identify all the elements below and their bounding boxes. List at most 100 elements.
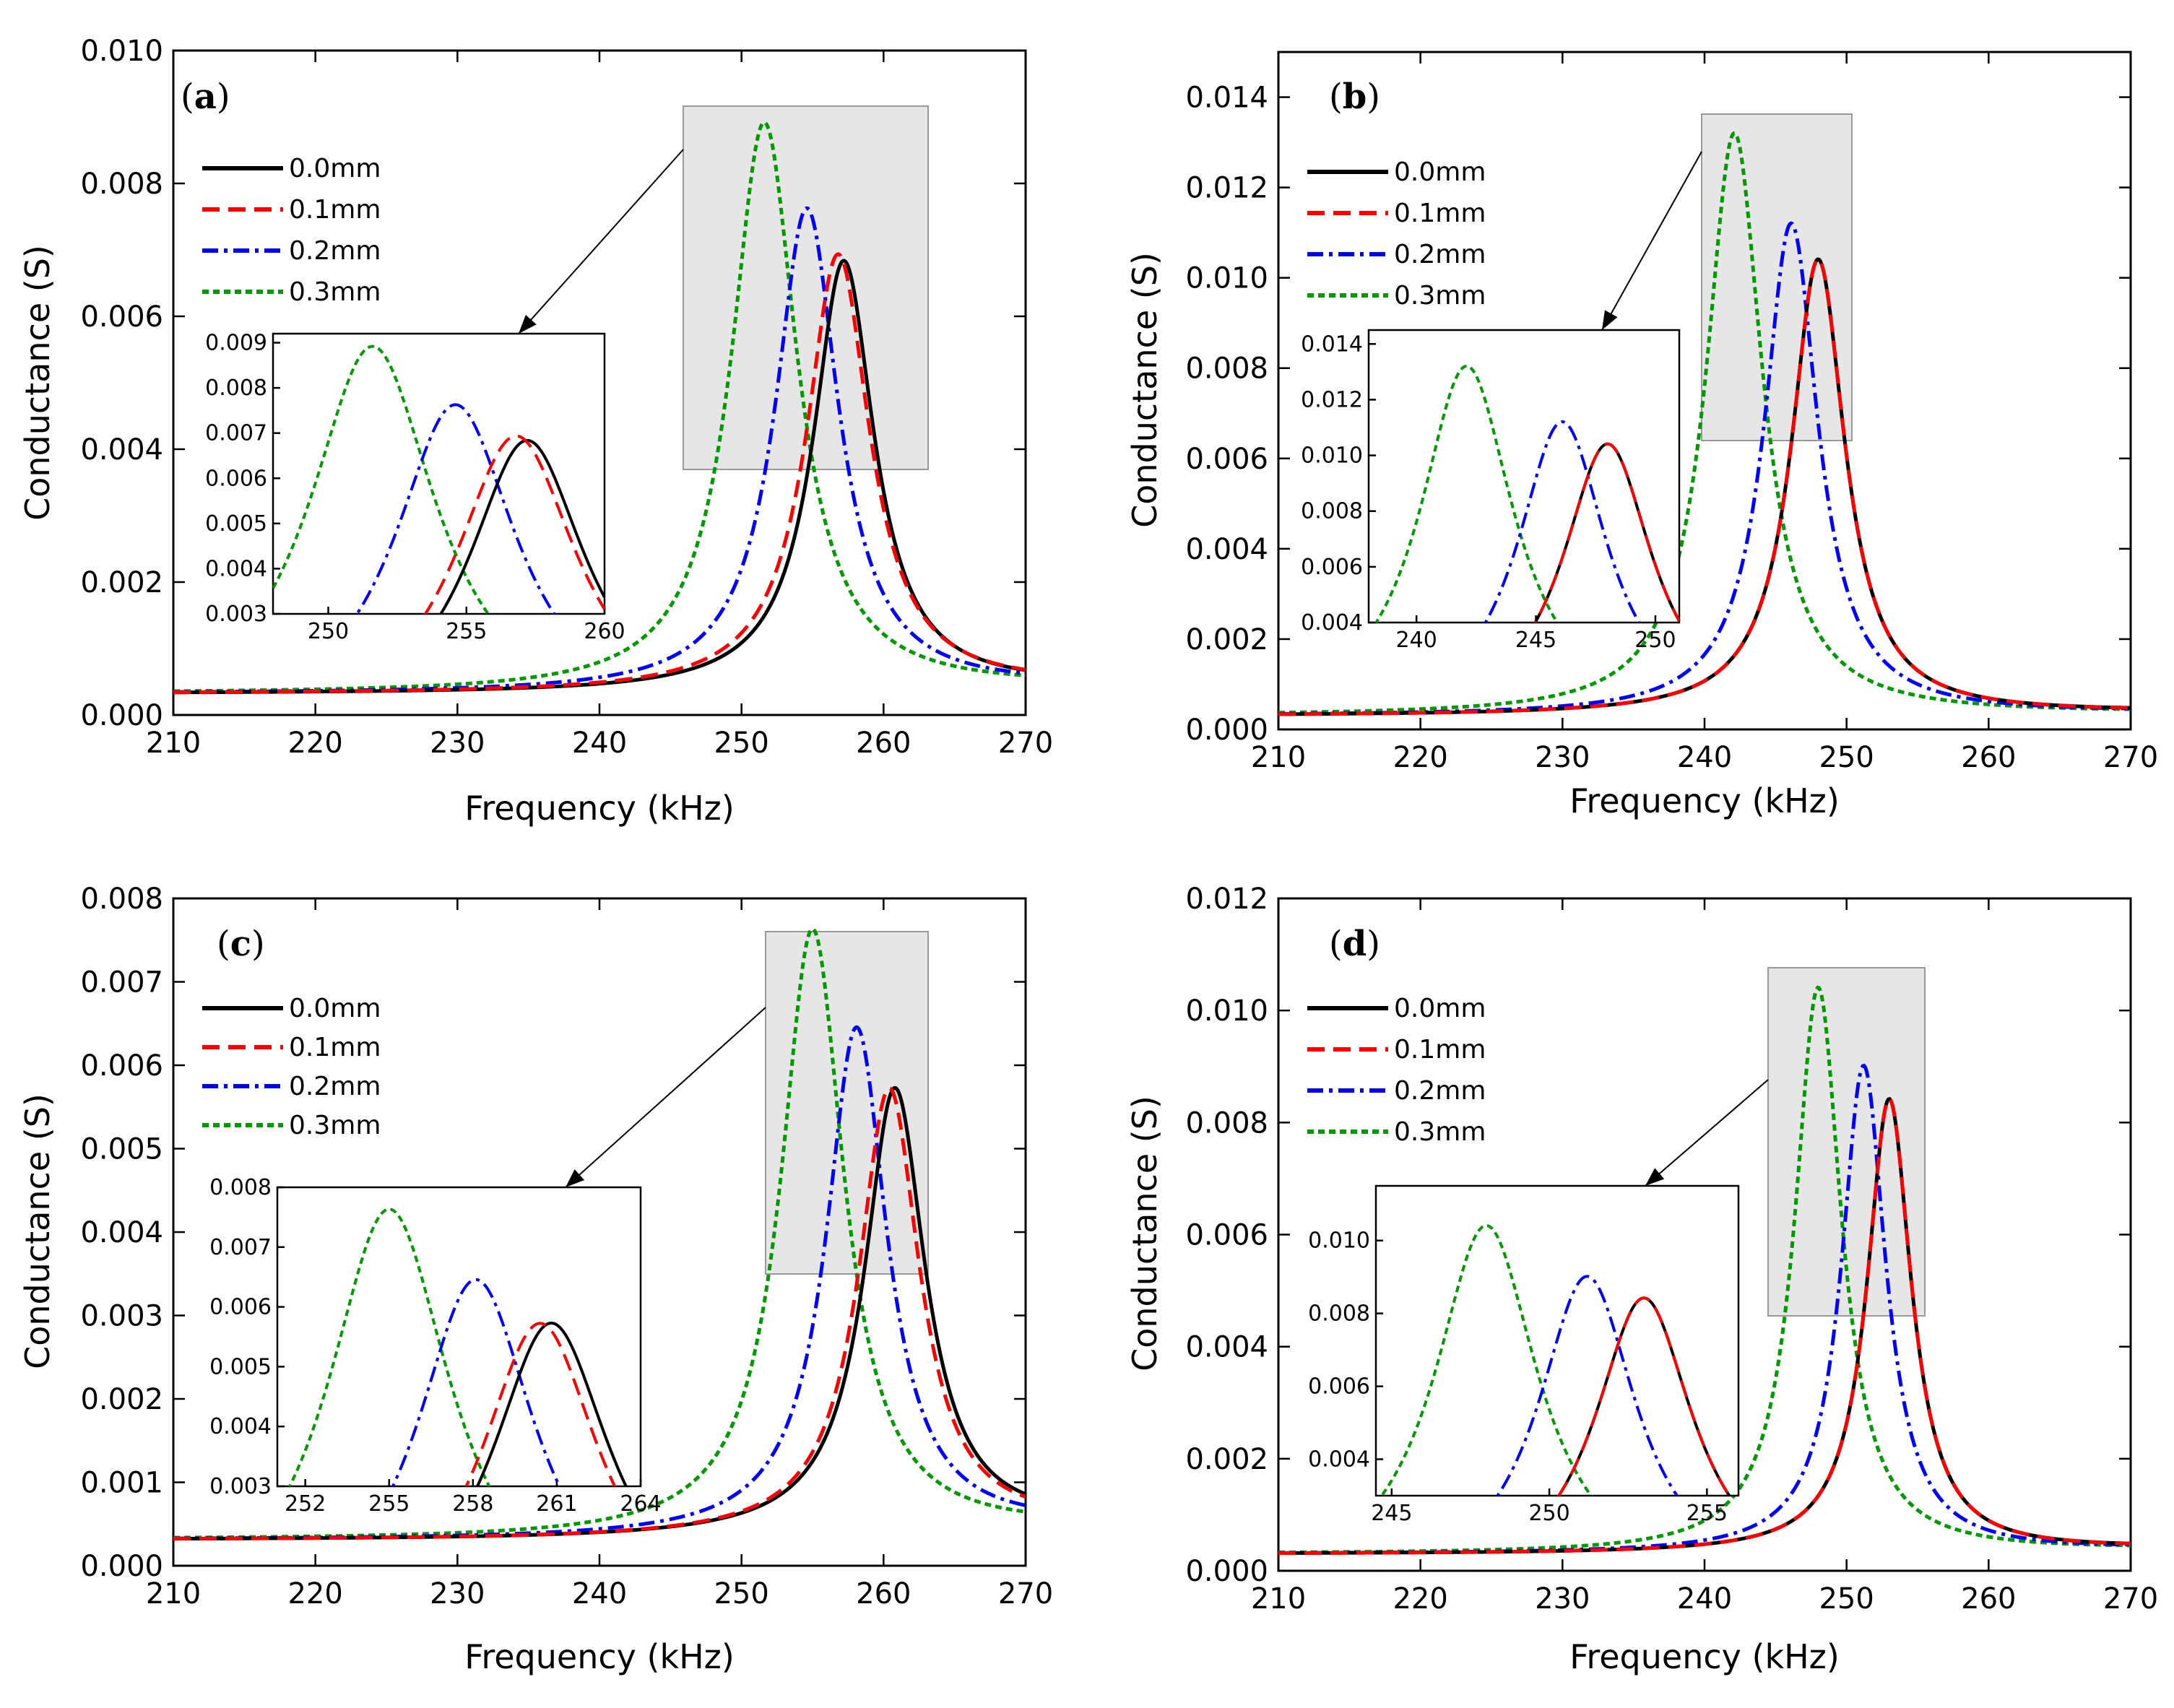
main-y-tick-label: 0.008 [80, 168, 163, 201]
main-x-tick-label: 260 [1961, 1582, 2016, 1616]
main-y-tick-label: 0.002 [80, 566, 163, 599]
inset-series-0.2mm [355, 403, 556, 614]
main-series-0.2mm [1278, 1063, 2131, 1555]
inset-series-0.0mm [439, 438, 605, 614]
legend-entry-0.2mm: 0.2mm [289, 1072, 381, 1101]
inset-y-tick-label: 0.008 [1308, 1301, 1370, 1327]
zoom-arrow-line [565, 1007, 766, 1188]
main-x-tick-label: 250 [1819, 741, 1874, 774]
panel-label-letter: c [230, 924, 251, 964]
panel-label-close: ) [217, 77, 230, 117]
main-x-tick-label: 240 [572, 1577, 627, 1611]
inset-x-tick-label: 245 [1515, 628, 1556, 653]
main-x-tick-label: 210 [1251, 1582, 1306, 1616]
inset-y-tick-label: 0.008 [205, 376, 267, 401]
main-y-tick-label: 0.005 [80, 1133, 163, 1166]
main-y-tick-label: 0.014 [1185, 82, 1268, 115]
panel-label-open: ( [1329, 77, 1343, 117]
main-series-0.3mm [173, 120, 1026, 693]
inset-series-0.2mm [1484, 420, 1641, 623]
main-y-tick-label: 0.004 [80, 1216, 163, 1249]
y-axis-label: Conductance (S) [1125, 1096, 1164, 1371]
inset-x-tick-label: 245 [1371, 1501, 1412, 1526]
legend-entry-0.0mm: 0.0mm [289, 154, 381, 183]
inset-x-tick-label: 260 [584, 619, 625, 644]
x-axis-label: Frequency (kHz) [1569, 781, 1840, 820]
inset-series-0.0mm [475, 1322, 628, 1486]
inset-frame [1367, 329, 1681, 624]
inset-y-tick-label: 0.006 [209, 1295, 272, 1320]
inset-series-0.3mm [287, 1208, 491, 1486]
legend-entry-0.2mm: 0.2mm [289, 236, 381, 266]
panel-label-letter: b [1343, 77, 1367, 117]
main-y-tick-label: 0.006 [1185, 443, 1268, 476]
legend-entry-0.1mm: 0.1mm [1394, 1035, 1486, 1065]
inset-y-tick-label: 0.007 [209, 1235, 272, 1260]
main-series-0.1mm [1278, 1096, 2131, 1555]
main-x-tick-label: 270 [998, 727, 1053, 760]
main-y-tick-label: 0.010 [1185, 262, 1268, 295]
main-x-tick-label: 210 [146, 727, 201, 760]
legend-entry-0.0mm: 0.0mm [289, 994, 381, 1023]
legend-entry-0.0mm: 0.0mm [1394, 994, 1486, 1023]
inset-x-tick-label: 255 [1686, 1501, 1728, 1526]
panel-label-open: ( [217, 924, 230, 964]
main-y-tick-label: 0.006 [80, 300, 163, 334]
main-y-tick-label: 0.002 [1185, 623, 1268, 656]
main-y-tick-label: 0.006 [80, 1049, 163, 1083]
inset-x-tick-label: 250 [1634, 628, 1676, 653]
panel-label-close: ) [1367, 924, 1380, 964]
zoom-arrow-line [518, 149, 684, 334]
legend-entry-0.1mm: 0.1mm [289, 1033, 381, 1062]
inset-x-tick-label: 255 [446, 619, 487, 644]
main-y-tick-label: 0.012 [1185, 883, 1268, 916]
panel-label-letter: d [1343, 924, 1367, 964]
inset-y-tick-label: 0.006 [205, 466, 267, 491]
main-x-tick-label: 220 [287, 727, 342, 760]
x-axis-label: Frequency (kHz) [1569, 1637, 1840, 1676]
main-series-0.1mm [1278, 257, 2131, 716]
main-x-tick-label: 260 [1961, 741, 2016, 774]
main-series-0.2mm [1278, 221, 2131, 716]
x-axis-label: Frequency (kHz) [464, 1637, 735, 1676]
zoom-arrow-head [519, 314, 537, 334]
inset-series-0.1mm [1556, 1296, 1731, 1496]
inset-series-0.2mm [1495, 1275, 1679, 1496]
legend-entry-0.3mm: 0.3mm [289, 1111, 381, 1140]
inset-y-tick-label: 0.009 [205, 331, 267, 356]
main-y-tick-label: 0.000 [80, 1550, 163, 1583]
panel-label: (b) [1329, 77, 1380, 117]
main-x-tick-label: 270 [2103, 741, 2158, 774]
main-x-tick-label: 270 [2103, 1582, 2158, 1616]
inset-x-tick-label: 250 [308, 619, 349, 644]
main-y-tick-label: 0.003 [80, 1300, 163, 1333]
inset-x-tick-label: 255 [368, 1491, 410, 1517]
inset-y-tick-label: 0.006 [1301, 555, 1363, 580]
legend-entry-0.3mm: 0.3mm [289, 277, 381, 307]
inset-y-tick-label: 0.008 [209, 1175, 272, 1200]
main-y-tick-label: 0.004 [80, 433, 163, 467]
inset-background [1369, 330, 1679, 623]
main-y-tick-label: 0.008 [1185, 1106, 1268, 1140]
legend-entry-0.2mm: 0.2mm [1394, 1076, 1486, 1106]
inset-y-tick-label: 0.003 [205, 602, 267, 627]
main-x-tick-label: 250 [714, 1577, 768, 1611]
panel-label: (c) [217, 924, 265, 964]
main-x-tick-label: 220 [1393, 741, 1447, 774]
main-y-tick-label: 0.008 [80, 883, 163, 916]
main-x-tick-label: 270 [998, 1577, 1053, 1611]
legend-entry-0.1mm: 0.1mm [289, 195, 381, 225]
panel-2: 210 220 230 240 250 260 270 0.000 0.001 0.002 0.00… [18, 883, 1053, 1676]
main-x-tick-label: 230 [430, 1577, 485, 1611]
inset-y-tick-label: 0.010 [1301, 443, 1363, 469]
inset-y-tick-label: 0.012 [1301, 387, 1363, 412]
main-y-tick-label: 0.004 [1185, 533, 1268, 566]
inset-background [273, 334, 605, 614]
zoom-arrow-line [1601, 151, 1702, 331]
inset-x-tick-label: 240 [1396, 628, 1437, 653]
main-y-tick-label: 0.007 [80, 966, 163, 1000]
main-x-tick-label: 260 [856, 1577, 911, 1611]
panel-1: 210 220 230 240 250 260 270 0.000 0.002 0.004 0.00… [1125, 51, 2158, 820]
inset-background [277, 1187, 641, 1486]
